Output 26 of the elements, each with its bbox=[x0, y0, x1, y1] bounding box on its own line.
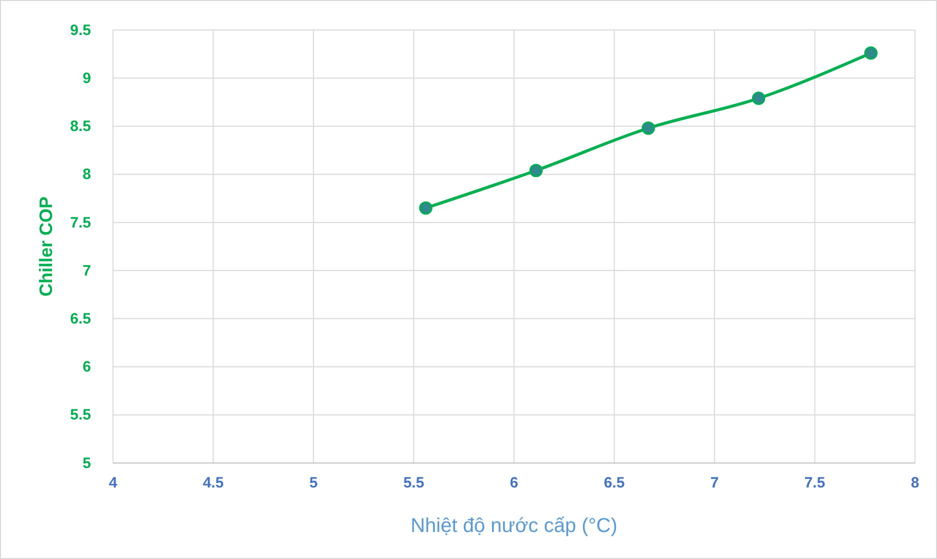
y-tick-label: 8 bbox=[82, 166, 91, 184]
y-tick-label: 6 bbox=[82, 358, 91, 376]
x-tick-label: 6.5 bbox=[604, 474, 625, 492]
x-tick-label: 5.5 bbox=[403, 474, 424, 492]
y-tick-label: 6.5 bbox=[70, 310, 91, 328]
x-tick-label: 4.5 bbox=[202, 474, 224, 492]
y-tick-label: 9.5 bbox=[70, 22, 91, 39]
x-tick-label: 7.5 bbox=[804, 474, 826, 492]
y-tick-label: 5.5 bbox=[70, 406, 91, 424]
x-tick-label: 5 bbox=[309, 474, 318, 492]
point bbox=[864, 46, 878, 60]
x-tick-label: 4 bbox=[108, 474, 118, 492]
x-tick-label: 6 bbox=[510, 474, 518, 492]
y-tick-label: 7 bbox=[82, 262, 91, 280]
x-tick-label: 8 bbox=[910, 474, 920, 492]
point bbox=[419, 201, 432, 215]
point bbox=[642, 121, 655, 135]
y-tick-label: 8.5 bbox=[70, 118, 91, 136]
point bbox=[529, 164, 543, 178]
x-tick-label: 7 bbox=[710, 474, 719, 492]
y-tick-label: 5 bbox=[82, 454, 91, 472]
y-tick-label: 7.5 bbox=[70, 214, 91, 232]
y-tick-label: 9 bbox=[82, 70, 91, 87]
x-axis-title: Nhiệt độ nước cấp (°C) bbox=[410, 515, 618, 537]
point bbox=[752, 92, 766, 105]
y-axis-title: Chiller COP bbox=[36, 196, 56, 297]
